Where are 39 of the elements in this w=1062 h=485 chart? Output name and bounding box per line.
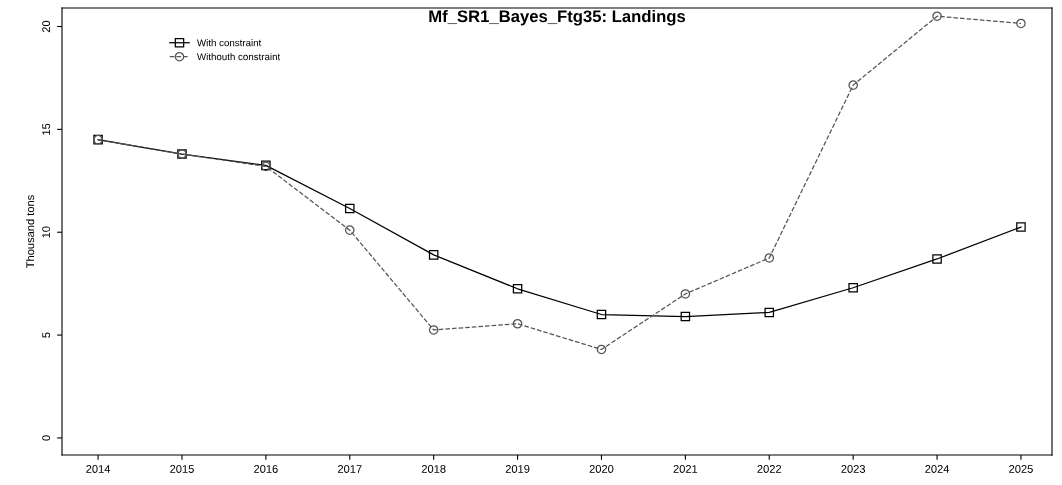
y-tick-label: 10 [42, 226, 51, 238]
point [1016, 18, 1026, 29]
point [344, 225, 355, 235]
point [932, 254, 942, 264]
x-tick-label: 2020 [589, 465, 614, 473]
x-tick-label: 2015 [170, 465, 194, 473]
point [428, 250, 439, 260]
y-tick-label: 5 [42, 332, 51, 338]
y-tick-label: 0 [42, 435, 51, 441]
point [848, 282, 858, 293]
point [512, 283, 523, 294]
point [596, 309, 607, 320]
x-tick-label: 2014 [86, 465, 111, 473]
y-axis-title: Thousand tons [26, 195, 35, 268]
y-tick-label: 20 [42, 20, 51, 33]
x-tick-label: 2022 [757, 465, 782, 473]
point [680, 311, 691, 322]
point [1016, 222, 1026, 232]
point [512, 318, 523, 329]
x-tick-label: 2025 [1009, 465, 1033, 473]
x-tick-label: 2024 [925, 465, 950, 473]
legend-label: Withouth constraint [197, 53, 281, 61]
x-tick-label: 2019 [505, 465, 530, 473]
point [764, 307, 775, 318]
chart-title: Mf_SR1_Bayes_Ftg35: Landings [429, 9, 686, 26]
x-tick-label: 2016 [254, 465, 278, 473]
x-tick-label: 2017 [337, 465, 362, 473]
point [680, 289, 691, 299]
x-tick-label: 2018 [421, 465, 446, 473]
point [428, 325, 439, 335]
point [344, 203, 355, 214]
point [932, 11, 942, 22]
point [764, 253, 775, 263]
point [596, 344, 607, 355]
y-tick-label: 15 [42, 123, 51, 135]
x-tick-label: 2023 [841, 465, 866, 473]
x-tick-label: 2021 [673, 465, 698, 473]
point [848, 80, 858, 90]
legend-label: With constraint [197, 39, 262, 47]
